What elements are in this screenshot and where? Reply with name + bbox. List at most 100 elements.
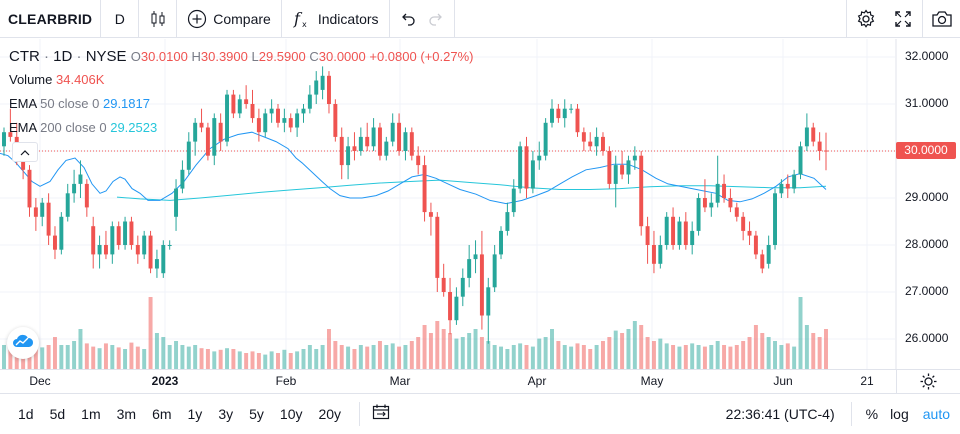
candle-body: [779, 183, 784, 194]
price-chart[interactable]: [0, 39, 960, 369]
candle-body: [409, 132, 414, 156]
volume-bar: [804, 325, 809, 369]
price-axis-label: 28.0000: [905, 237, 949, 251]
legend-collapse-button[interactable]: [12, 142, 38, 162]
candle-body: [607, 151, 612, 184]
candle-body: [518, 146, 523, 189]
volume-legend: Volume 34.406K: [9, 72, 104, 87]
volume-bar: [174, 341, 179, 369]
candle-body: [422, 165, 427, 213]
volume-bar: [59, 345, 64, 369]
time-axis-label: 21: [860, 374, 874, 388]
candle-body: [371, 127, 376, 147]
redo-icon[interactable]: [428, 11, 444, 27]
price-axis-label: 29.0000: [905, 190, 949, 204]
candle-body: [715, 183, 720, 203]
price-axis-label: 27.0000: [905, 284, 949, 298]
volume-bar: [91, 346, 96, 369]
volume-bar: [683, 345, 688, 369]
candle-body: [690, 230, 695, 245]
volume-bar: [14, 351, 19, 369]
range-button-10y[interactable]: 10y: [279, 405, 303, 422]
candle-body: [722, 183, 727, 198]
ema50-legend: EMA 50 close 0 29.1817: [9, 96, 150, 111]
plus-circle-icon: [187, 9, 207, 29]
volume-bar: [677, 346, 682, 369]
volume-bar: [785, 343, 790, 369]
volume-bar: [314, 349, 319, 369]
candle-body: [632, 155, 637, 161]
price-axis-label: 32.0000: [905, 49, 949, 63]
candle-body: [8, 132, 13, 137]
volume-bar: [734, 345, 739, 369]
candle-body: [129, 221, 134, 245]
range-button-6m[interactable]: 6m: [152, 405, 172, 422]
range-button-5d[interactable]: 5d: [49, 405, 66, 422]
interval-button[interactable]: D: [101, 0, 140, 38]
chart-area[interactable]: CTR · 1D · NYSE O30.0100 H30.3900 L29.59…: [0, 39, 960, 369]
volume-bar: [231, 349, 236, 369]
candle-body: [397, 122, 402, 151]
ema200-label[interactable]: EMA: [9, 120, 37, 135]
time-axis[interactable]: Dec 2023 Feb Mar Apr May Jun 21: [0, 369, 960, 394]
volume-bar: [626, 329, 631, 369]
volume-bar: [594, 345, 599, 369]
range-button-3y[interactable]: 3y: [218, 405, 234, 422]
separator: [850, 402, 852, 426]
percent-toggle[interactable]: %: [865, 406, 879, 422]
candle-body: [486, 287, 491, 316]
candle-body: [683, 221, 688, 245]
chart-type-button[interactable]: [139, 0, 178, 38]
range-button-1y[interactable]: 1y: [187, 405, 203, 422]
indicators-label: Indicators: [317, 10, 379, 27]
low-label: L: [251, 49, 259, 64]
candle-body: [677, 221, 682, 245]
fullscreen-button[interactable]: [884, 0, 922, 38]
candle-body: [594, 136, 599, 147]
candle-body: [556, 108, 561, 119]
close-label: C: [309, 49, 319, 64]
time-axis-label: Jun: [773, 374, 793, 388]
compare-label: Compare: [213, 10, 271, 27]
range-button-1m[interactable]: 1m: [81, 405, 101, 422]
clock[interactable]: 22:36:41 (UTC-4): [725, 406, 835, 422]
candle-body: [562, 108, 567, 119]
candle-body: [575, 108, 580, 133]
candle-body: [645, 226, 650, 245]
range-button-3m[interactable]: 3m: [116, 405, 137, 422]
candle-body: [658, 245, 663, 264]
volume-bar: [639, 325, 644, 369]
range-button-1d[interactable]: 1d: [18, 405, 34, 422]
screenshot-button[interactable]: [922, 0, 960, 38]
volume-bar: [715, 341, 720, 369]
tradingview-logo-button[interactable]: [7, 327, 39, 359]
candle-body: [537, 155, 542, 161]
candle-body: [59, 216, 64, 250]
candle-body: [40, 202, 45, 217]
volume-bar: [123, 349, 128, 369]
legend-symbol[interactable]: CTR: [9, 48, 40, 65]
candle-body: [327, 75, 331, 104]
candle-body: [154, 259, 159, 269]
calendar-range-icon[interactable]: [372, 404, 390, 423]
volume-bar: [690, 343, 695, 369]
volume-bar: [741, 341, 746, 369]
candle-body: [269, 108, 274, 114]
undo-icon[interactable]: [400, 11, 416, 27]
symbol-search-button[interactable]: CLEARBRID: [0, 0, 102, 38]
log-toggle[interactable]: log: [890, 406, 909, 422]
range-button-5y[interactable]: 5y: [249, 405, 264, 422]
candle-body: [97, 245, 102, 255]
settings-sun-icon[interactable]: [920, 373, 937, 393]
compare-button[interactable]: Compare: [177, 0, 282, 38]
time-axis-label: Mar: [389, 374, 411, 388]
settings-button[interactable]: [846, 0, 884, 38]
ema50-label[interactable]: EMA: [9, 96, 37, 111]
candle-body: [123, 221, 128, 245]
range-button-20y[interactable]: 20y: [318, 405, 342, 422]
auto-toggle[interactable]: auto: [922, 406, 950, 422]
volume-bar: [511, 345, 516, 369]
volume-label[interactable]: Volume: [9, 72, 53, 87]
candle-body: [785, 183, 790, 189]
